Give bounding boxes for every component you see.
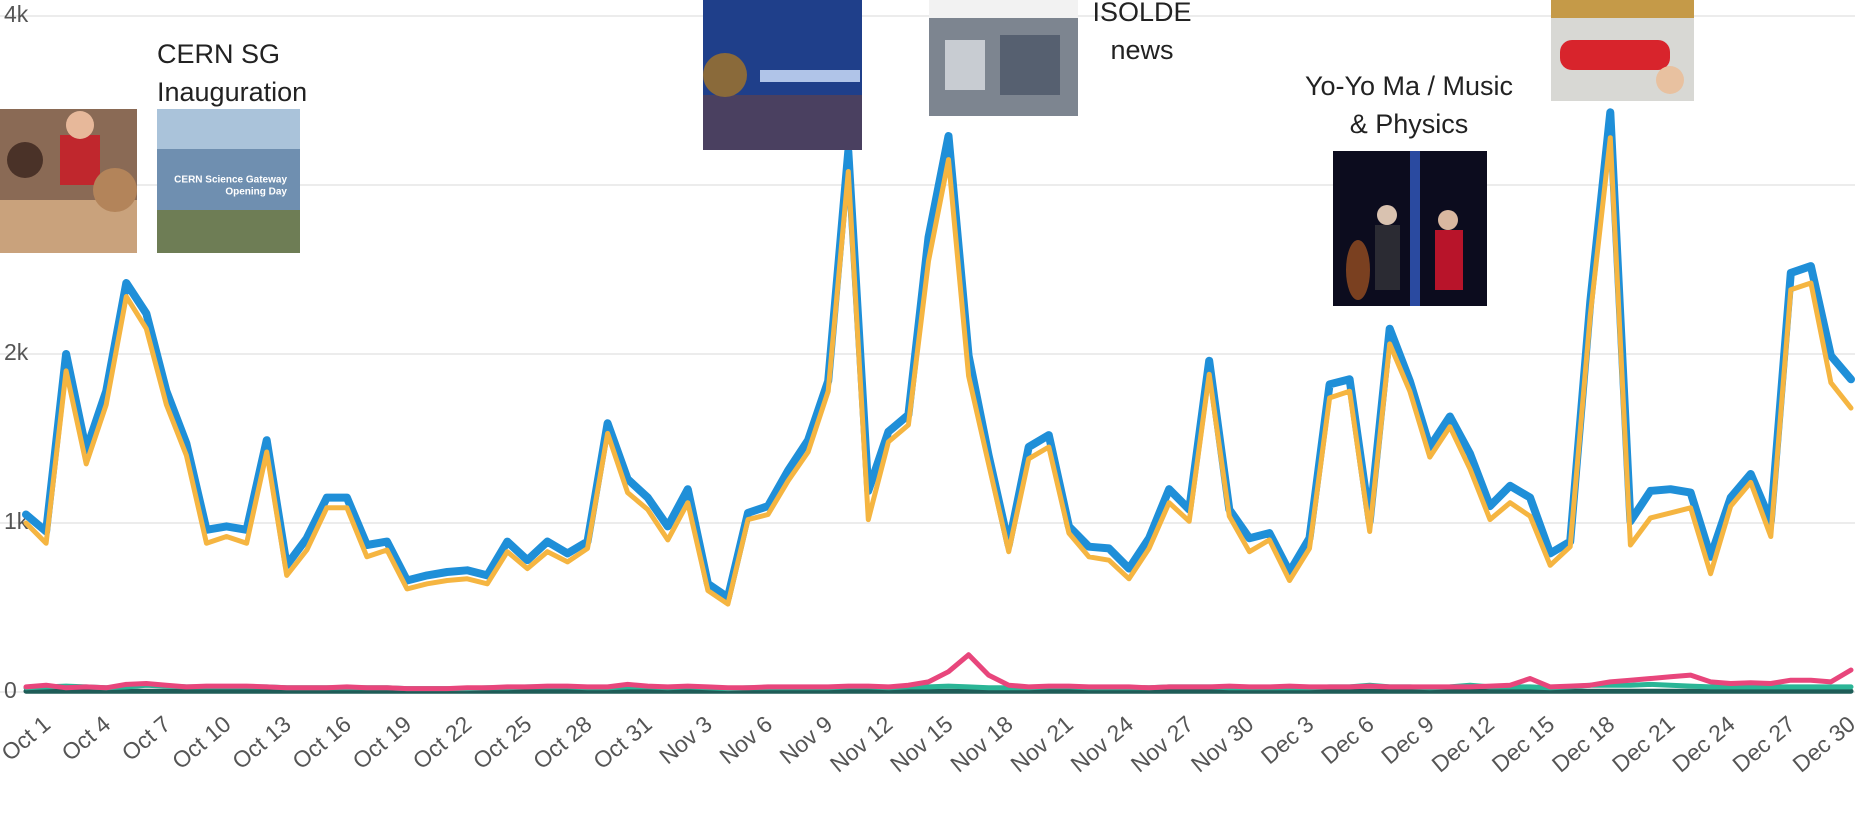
annotation: ISOLDE: [1092, 0, 1191, 27]
x-tick-label: Oct 19: [347, 711, 416, 774]
y-tick-label: 4k: [4, 1, 29, 27]
x-tick-label: Oct 28: [528, 711, 597, 774]
thumbnail: CERN Science Gateway Opening Day: [157, 109, 300, 253]
y-tick-label: 0: [4, 677, 17, 703]
x-tick-label: Nov 6: [714, 711, 777, 770]
x-tick-label: Dec 30: [1788, 711, 1855, 778]
x-tick-label: Nov 12: [825, 711, 898, 778]
plot: [22, 108, 1855, 694]
x-tick-label: Nov 24: [1066, 710, 1139, 777]
x-tick-label: Nov 27: [1126, 711, 1199, 778]
thumbnail: [929, 0, 1078, 116]
series-line: [23, 135, 1854, 607]
x-tick-label: Nov 21: [1005, 711, 1078, 778]
x-tick-label: Dec 3: [1256, 711, 1319, 770]
y-tick-label: 2k: [4, 339, 29, 365]
x-tick-label: Oct 16: [287, 711, 356, 774]
annotation: & Physics: [1350, 109, 1469, 139]
series-line: [22, 108, 1855, 602]
x-tick-label: Oct 7: [117, 711, 176, 766]
x-tick-label: Oct 25: [468, 711, 537, 774]
thumbnails: CERN Science Gateway Opening Day: [0, 0, 1694, 306]
x-tick-label: Oct 13: [227, 711, 296, 774]
x-tick-label: Dec 6: [1316, 711, 1379, 770]
x-tick-label: Dec 12: [1427, 711, 1500, 778]
image-text: Opening Day: [225, 187, 287, 198]
x-tick-label: Dec 15: [1487, 711, 1560, 778]
thumbnail: [703, 0, 862, 150]
thumbnail: [1551, 0, 1694, 101]
x-tick-label: Oct 31: [588, 711, 657, 774]
annotation: news: [1110, 35, 1173, 65]
series-line: [23, 652, 1854, 692]
x-tick-label: Oct 1: [0, 711, 55, 766]
thumbnail: [1333, 151, 1487, 306]
x-tick-label: Oct 4: [56, 710, 115, 765]
image-text: CERN Science Gateway: [174, 175, 287, 186]
annotations: CERN SG Inauguration ISOLDE news Yo-Yo Ma / …: [157, 0, 1513, 139]
x-tick-label: Dec 24: [1667, 710, 1740, 777]
annotation: CERN SG: [157, 39, 280, 69]
x-tick-label: Nov 30: [1186, 711, 1259, 778]
annotation: Yo-Yo Ma / Music: [1305, 71, 1513, 101]
x-tick-label: Dec 27: [1727, 711, 1800, 778]
x-tick-label: Nov 18: [945, 711, 1018, 778]
x-tick-label: Oct 10: [167, 711, 236, 774]
annotation: Inauguration: [157, 77, 307, 107]
x-tick-label: Nov 3: [654, 711, 717, 770]
x-tick-label: Oct 22: [408, 711, 477, 774]
x-tick-label: Dec 21: [1607, 711, 1680, 778]
thumbnail: [0, 109, 137, 253]
x-tick-label: Dec 18: [1547, 711, 1620, 778]
x-tick-label: Nov 15: [885, 711, 958, 778]
